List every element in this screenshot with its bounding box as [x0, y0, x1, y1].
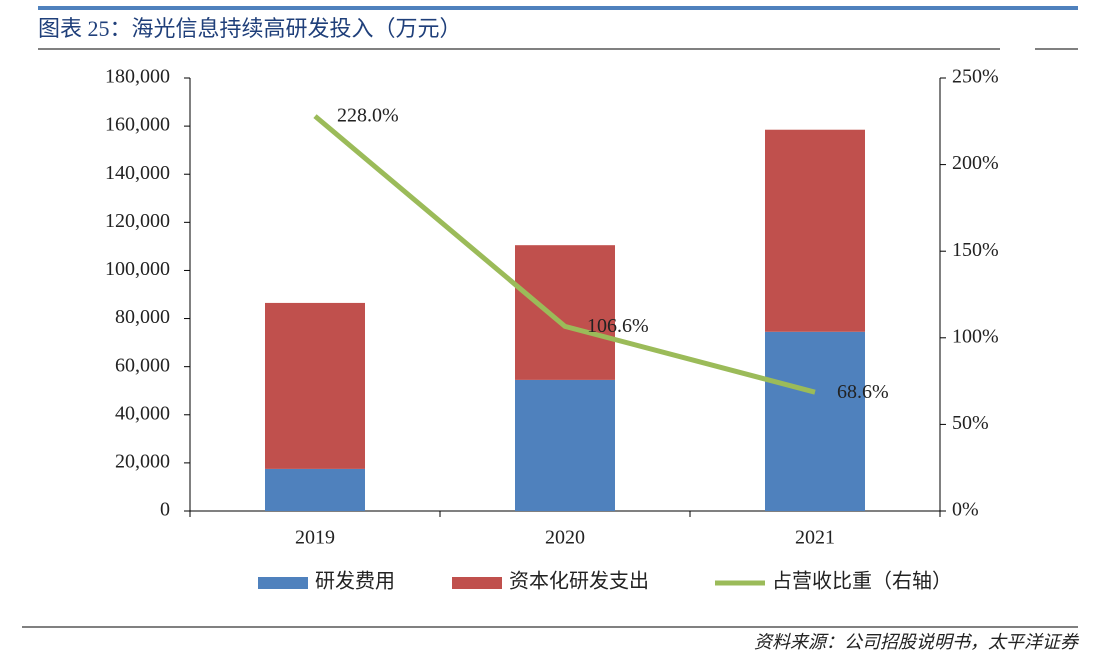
y-tick-label: 0: [160, 499, 170, 521]
y-tick-label: 80,000: [115, 306, 170, 328]
line: [313, 114, 816, 395]
data-label: 68.6%: [837, 381, 889, 403]
y-tick-label: 100,000: [105, 258, 170, 280]
bar: [765, 129, 865, 332]
y-tick-label: 20,000: [115, 450, 170, 472]
bar: [265, 468, 365, 511]
y2-tick-label: 250%: [952, 66, 999, 88]
x-tick-label: 2019: [295, 527, 335, 549]
legend-label: 占营收比重（右轴）: [772, 570, 952, 593]
y2-tick-label: 0%: [952, 499, 979, 521]
y2-tick-label: 100%: [952, 325, 999, 347]
data-label: 228.0%: [337, 105, 399, 127]
y2-tick-label: 200%: [952, 152, 999, 174]
legend-swatch: [258, 577, 308, 589]
y-tick-label: 160,000: [105, 114, 170, 136]
chart-title: 图表 25：海光信息持续高研发投入（万元）: [38, 16, 462, 41]
title-bar: [38, 6, 1078, 10]
legend-label: 资本化研发支出: [509, 570, 649, 593]
y-tick-label: 180,000: [105, 66, 170, 88]
x-tick-label: 2020: [545, 527, 585, 549]
y-tick-label: 120,000: [105, 210, 170, 232]
bar: [265, 302, 365, 469]
bar: [515, 379, 615, 511]
source: 资料来源：公司招股说明书，太平洋证券: [754, 632, 1080, 652]
legend-swatch: [452, 577, 502, 589]
y2-tick-label: 50%: [952, 412, 989, 434]
y-tick-label: 140,000: [105, 162, 170, 184]
bar: [765, 331, 865, 511]
y-tick-label: 40,000: [115, 402, 170, 424]
y-tick-label: 60,000: [115, 354, 170, 376]
y2-tick-label: 150%: [952, 239, 999, 261]
legend-label: 研发费用: [315, 570, 395, 593]
x-tick-label: 2021: [795, 527, 835, 549]
data-label: 106.6%: [587, 315, 649, 337]
bar: [515, 245, 615, 380]
